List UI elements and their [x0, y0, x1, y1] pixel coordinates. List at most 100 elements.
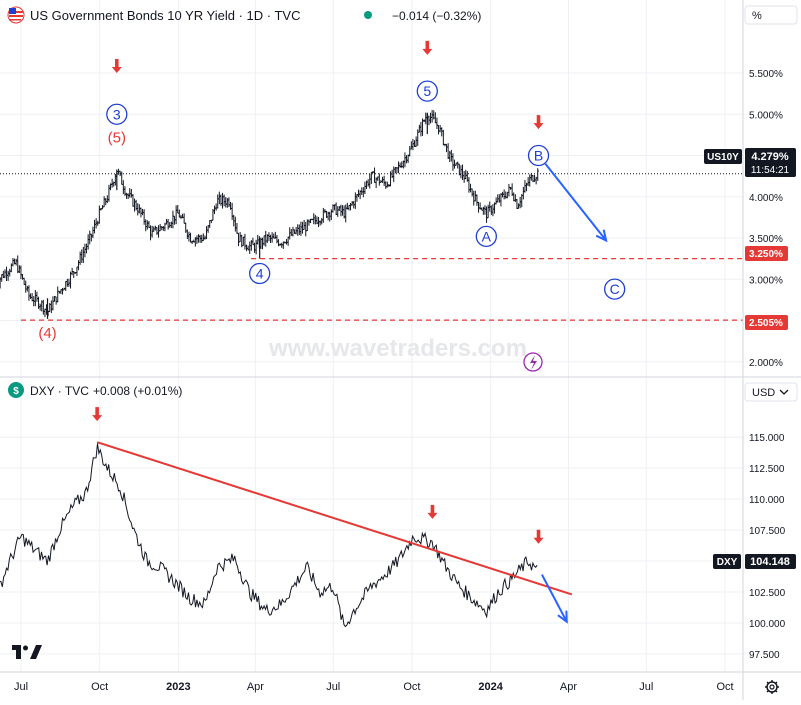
- time-label-apr: Apr: [247, 681, 264, 693]
- us10y-bar: [16, 255, 19, 274]
- support-levels: [0, 173, 743, 321]
- us10y-bar: [264, 230, 267, 247]
- us10y-bar: [282, 241, 285, 249]
- dxy-trendline[interactable]: [96, 441, 573, 596]
- us10y-bar: [339, 204, 343, 217]
- countdown: 11:54:21: [751, 165, 790, 176]
- us10y-bar: [64, 281, 67, 291]
- us10y-bar: [477, 201, 480, 213]
- us10y-legend[interactable]: US Government Bonds 10 YR Yield · 1D · T…: [7, 6, 481, 24]
- wave-label-4: 4: [249, 262, 271, 285]
- us10y-bar: [83, 243, 87, 258]
- us10y-bar: [499, 193, 503, 207]
- us10y-bar: [171, 210, 175, 229]
- us10y-bar: [435, 117, 439, 130]
- us10y-bar: [522, 186, 525, 200]
- us10y-bar: [114, 173, 117, 186]
- us10y-bar: [195, 235, 199, 245]
- dxy-title: DXY · TVC: [30, 384, 89, 398]
- symbol-tag-dxy: DXY: [717, 557, 738, 568]
- time-label-2024: 2024: [478, 681, 503, 693]
- chevron-down-icon[interactable]: [779, 389, 789, 395]
- wave-label-A: A: [475, 225, 497, 248]
- us10y-bar: [304, 221, 307, 237]
- us10y-bar: [93, 219, 96, 234]
- us10y-bar: [88, 230, 91, 245]
- wave-label-C: C: [604, 278, 626, 300]
- us10y-bar: [446, 143, 450, 160]
- tradingview-logo-icon[interactable]: [12, 645, 42, 659]
- us10y-bar: [472, 190, 475, 206]
- wave-label-3: 3: [106, 103, 128, 125]
- time-axis[interactable]: Jul Oct 2023 Apr Jul Oct 2024 Apr Jul Oct: [14, 681, 734, 693]
- us10y-bar: [378, 173, 381, 186]
- us10y-bar: [262, 235, 266, 246]
- dxy-legend[interactable]: $ DXY · TVC +0.008 (+0.01%): [8, 382, 182, 398]
- us10y-bar: [80, 249, 83, 263]
- us10y-projection-arrow: [544, 163, 608, 243]
- us10y-bar: [43, 308, 47, 318]
- dollar-circle-icon: $: [8, 382, 24, 398]
- us10y-bar: [462, 171, 466, 183]
- us10y-bar: [398, 162, 402, 168]
- price-tag-us10y: 4.279%: [751, 151, 789, 163]
- us10y-bar: [54, 296, 58, 305]
- us10y-bar: [336, 206, 339, 217]
- us10y-bar: [42, 299, 45, 315]
- svg-text:(5): (5): [108, 129, 126, 146]
- unit-box-usd[interactable]: [744, 382, 798, 402]
- us10y-bar: [453, 159, 456, 169]
- us10y-bar: [502, 189, 506, 200]
- us10y-bar: [155, 227, 159, 235]
- us10y-bar: [474, 190, 477, 202]
- time-label-2023: 2023: [166, 681, 190, 693]
- us10y-bar: [138, 204, 141, 214]
- us10y-bar: [150, 225, 154, 238]
- market-open-dot: [364, 11, 372, 19]
- dxy-price-path: [0, 443, 538, 628]
- wave-label-4-paren: (4): [38, 325, 56, 342]
- gear-icon[interactable]: [765, 680, 779, 694]
- us10y-bar: [440, 127, 443, 137]
- us10y-bar: [397, 161, 400, 174]
- us10y-tick-label: 4.000%: [749, 193, 783, 204]
- unit-box-percent[interactable]: [744, 5, 798, 25]
- arrow-down-icon: [422, 40, 433, 55]
- svg-text:$: $: [13, 386, 19, 397]
- us10y-bar: [469, 183, 472, 193]
- us10y-bar: [146, 220, 149, 230]
- us10y-bar: [403, 152, 407, 168]
- us10y-bar: [66, 278, 69, 287]
- us10y-bar: [494, 197, 498, 205]
- us10y-bar: [360, 187, 363, 196]
- wave-label-5: 5: [416, 80, 438, 102]
- lightning-icon[interactable]: [523, 352, 543, 372]
- price-tag-dxy-bg: [745, 554, 796, 569]
- us10y-bar: [414, 136, 418, 147]
- us10y-tick-label: 5.000%: [749, 110, 783, 121]
- us10y-bar: [328, 211, 331, 222]
- us10y-bar: [173, 215, 176, 225]
- us10y-bar: [318, 220, 322, 226]
- time-label-apr: Apr: [560, 681, 577, 693]
- us10y-bar: [515, 198, 519, 210]
- wave-label-5-paren: (5): [108, 129, 126, 146]
- level-tag-2505: 2.505%: [749, 318, 783, 329]
- us-flag-icon: [7, 6, 25, 24]
- us10y-bar: [8, 268, 11, 277]
- us10y-bar: [3, 269, 7, 279]
- us10y-bar: [307, 219, 311, 226]
- us10y-bar: [162, 226, 165, 231]
- us10y-bar: [461, 164, 464, 181]
- us10y-bar: [467, 177, 471, 193]
- dxy-price-axis[interactable]: 97.500100.000102.500105.000107.500110.00…: [749, 433, 786, 661]
- us10y-bar: [486, 204, 490, 219]
- arrow-down-icon: [111, 59, 122, 73]
- us10y-bar: [485, 206, 488, 223]
- us10y-bar: [206, 225, 210, 233]
- us10y-bar: [237, 232, 240, 247]
- us10y-bar: [26, 285, 29, 292]
- us10y-tick-label: 3.500%: [749, 234, 783, 245]
- us10y-bar: [213, 205, 216, 215]
- time-label-jul: Jul: [639, 681, 653, 693]
